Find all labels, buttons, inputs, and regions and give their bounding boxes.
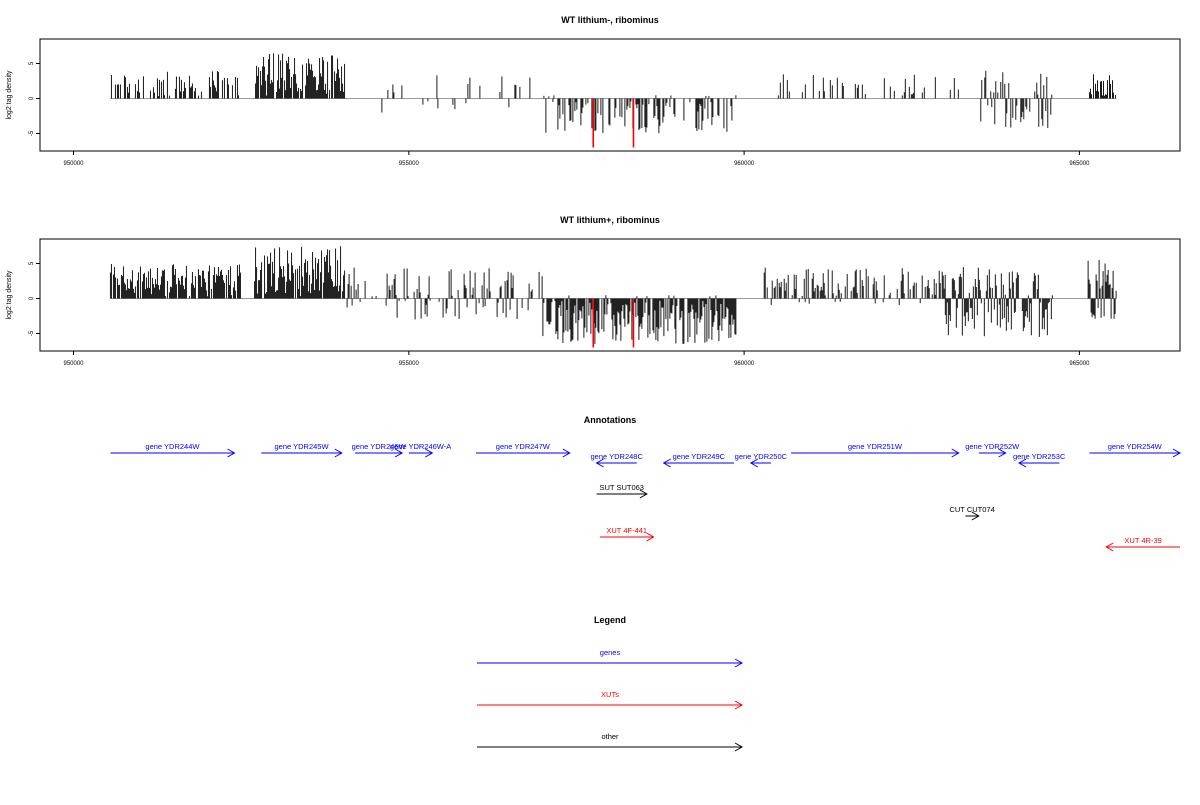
feature-gene-arrow	[978, 448, 1007, 458]
x-tick-label: 950000	[64, 161, 85, 167]
track-2-frame	[39, 238, 1181, 352]
annotations-panel: Annotations gene YDR244W gene YDR245W gene…	[110, 415, 1182, 552]
annotations-title: Annotations	[584, 415, 637, 425]
feature-gene-arrow	[110, 448, 236, 458]
feature-gene-arrow	[662, 458, 735, 468]
legend-xut-arrow	[477, 700, 744, 710]
track-1-title: WT lithium-, ribominus	[561, 15, 659, 25]
feature-label: gene YDR253C	[1013, 452, 1066, 461]
y-tick-label: -5	[29, 130, 35, 136]
feature-gene-arrow	[408, 448, 434, 458]
x-tick-label: 960000	[734, 361, 755, 367]
feature-label: XUT 4F-441	[606, 526, 647, 535]
feature-gene-arrow	[595, 458, 637, 468]
feature-label: gene YDR246W-A	[390, 442, 451, 451]
legend-label: XUTs	[601, 690, 619, 699]
x-tick-label: 960000	[734, 161, 755, 167]
feature-label: gene YDR247W	[496, 442, 551, 451]
feature-gene-arrow	[355, 448, 404, 458]
y-tick-label: 5	[29, 61, 35, 65]
feature-label: gene YDR252W	[965, 442, 1020, 451]
feature-xut-arrow	[1105, 542, 1180, 552]
feature-other-arrow	[965, 511, 980, 521]
feature-label: gene YDR250C	[735, 452, 788, 461]
track-1-frame	[39, 38, 1181, 152]
feature-other-arrow	[596, 489, 648, 499]
x-tick-label: 950000	[64, 361, 85, 367]
feature-gene-arrow	[261, 448, 343, 458]
track-2-axes: 950000 955000 960000 965000 -5 0 5	[29, 261, 1090, 367]
y-tick-label: 0	[29, 96, 35, 100]
legend-other-arrow	[477, 742, 744, 752]
y-tick-label: -5	[29, 330, 35, 336]
feature-label: gene YDR249C	[673, 452, 726, 461]
y-tick-label: 5	[29, 261, 35, 265]
track-2-title: WT lithium+, ribominus	[560, 215, 660, 225]
track-1-axes: 950000 955000 960000 965000 -5 0 5	[29, 61, 1090, 167]
x-tick-label: 965000	[1069, 361, 1090, 367]
legend-panel: Legend genes XUTs other	[477, 615, 744, 752]
legend-items: genes XUTs other	[477, 648, 744, 752]
legend-label: genes	[600, 648, 621, 657]
feature-label: gene YDR246W	[352, 442, 407, 451]
track-1-bars	[110, 53, 1117, 148]
x-tick-label: 955000	[399, 161, 420, 167]
legend-title: Legend	[594, 615, 626, 625]
feature-label: gene YDR248C	[591, 452, 644, 461]
feature-gene-arrow	[749, 458, 771, 468]
feature-gene-arrow	[475, 448, 571, 458]
track-1: WT lithium-, ribominus log2 tag density …	[6, 15, 1181, 167]
feature-label: gene YDR244W	[145, 442, 200, 451]
track-2-ylabel: log2 tag density	[6, 270, 13, 320]
feature-label: CUT CUT074	[949, 505, 994, 514]
annotation-features: gene YDR244W gene YDR245W gene YDR246Wgene…	[110, 442, 1182, 552]
legend-gene-arrow	[477, 658, 744, 668]
x-tick-label: 955000	[399, 361, 420, 367]
y-tick-label: 0	[29, 296, 35, 300]
feature-xut-arrow	[599, 532, 655, 542]
feature-label: gene YDR254W	[1108, 442, 1163, 451]
feature-label: SUT SUT063	[600, 483, 644, 492]
feature-label: gene YDR245W	[274, 442, 329, 451]
track-2-bars	[109, 246, 1117, 348]
feature-label: XUT 4R-39	[1124, 536, 1161, 545]
x-tick-label: 965000	[1069, 161, 1090, 167]
feature-gene-arrow	[791, 448, 960, 458]
feature-gene-arrow	[1089, 448, 1182, 458]
track-2: WT lithium+, ribominus log2 tag density …	[6, 215, 1181, 367]
feature-gene-arrow	[1018, 458, 1060, 468]
legend-label: other	[601, 732, 619, 741]
track-1-ylabel: log2 tag density	[6, 70, 13, 120]
feature-label: gene YDR251W	[848, 442, 903, 451]
